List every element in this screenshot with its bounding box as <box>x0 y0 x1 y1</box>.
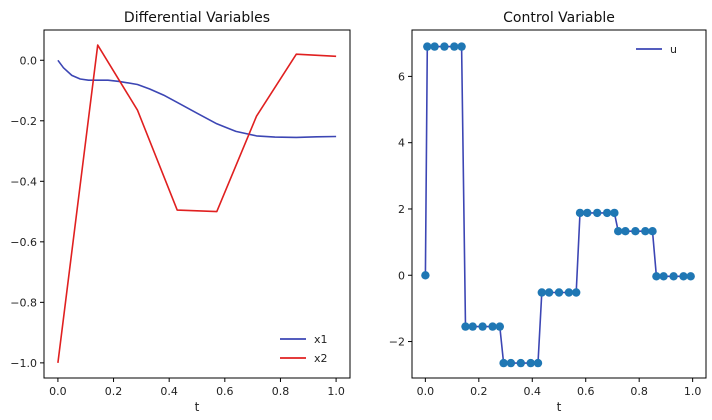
plot-frame <box>43 29 351 379</box>
x-axis-label: t <box>557 400 562 414</box>
data-point <box>631 227 640 236</box>
legend-box <box>628 36 700 63</box>
y-tick-label: 4 <box>398 137 405 150</box>
y-tick-label: −1.0 <box>10 357 37 370</box>
data-point <box>478 322 487 331</box>
legend-box <box>272 326 344 372</box>
data-point <box>583 208 592 218</box>
data-point <box>495 322 504 331</box>
data-point <box>468 322 477 331</box>
x-axis-label: t <box>195 400 200 414</box>
data-point <box>488 322 497 331</box>
x-tick-label: 1.0 <box>327 385 345 398</box>
y-tick-label: 0 <box>398 269 405 282</box>
data-point <box>544 288 554 297</box>
data-point <box>564 288 574 297</box>
data-point <box>602 208 612 218</box>
data-point <box>686 272 695 281</box>
y-tick-label: 2 <box>398 203 405 216</box>
chart-title: Differential Variables <box>124 10 270 26</box>
data-point <box>516 358 525 368</box>
series-line-x1 <box>57 59 337 139</box>
data-point <box>537 288 546 297</box>
x-tick-label: 0.0 <box>417 385 435 398</box>
y-tick-label: −0.8 <box>10 296 37 309</box>
data-point <box>506 358 516 368</box>
data-point <box>457 42 466 51</box>
data-point <box>499 358 508 368</box>
data-point <box>610 208 619 218</box>
series-line-u <box>424 45 691 364</box>
chart-title: Control Variable <box>503 10 615 26</box>
x-tick-label: 0.8 <box>272 385 290 398</box>
data-point <box>575 208 585 218</box>
data-point <box>430 42 439 51</box>
data-point <box>679 272 688 281</box>
x-tick-label: 0.8 <box>630 385 648 398</box>
x-tick-label: 0.2 <box>105 385 123 398</box>
y-tick-label: −0.6 <box>10 236 37 249</box>
data-point <box>533 358 543 368</box>
y-tick-label: −0.4 <box>10 175 37 188</box>
data-point <box>659 272 668 281</box>
y-tick-label: 6 <box>398 70 405 83</box>
data-point <box>461 322 470 331</box>
x-tick-label: 0.6 <box>216 385 234 398</box>
data-point <box>423 42 432 51</box>
control-variable-panel: 0.0 0.2 0.4 0.6 0.8 1.0 6 4 2 0 −2 Control Variable… <box>389 10 707 414</box>
data-point <box>421 271 430 280</box>
y-tick-label: −0.2 <box>10 115 37 128</box>
data-point <box>572 288 581 297</box>
x-tick-label: 0.4 <box>160 385 178 398</box>
data-point <box>554 288 564 297</box>
data-point <box>440 42 449 51</box>
y-tick-label: −2 <box>389 336 405 349</box>
data-point <box>641 227 650 236</box>
x-tick-label: 0.6 <box>577 385 595 398</box>
differential-variables-panel: 0.0 0.2 0.4 0.6 0.8 1.0 0.0 −0.2 −0.4 −0.6 −0.8 −1.… <box>10 10 351 414</box>
legend-label-x2: x2 <box>314 352 328 365</box>
data-point <box>526 358 535 368</box>
x-tick-label: 1.0 <box>684 385 702 398</box>
legend-label-x1: x1 <box>314 333 328 346</box>
data-point <box>450 42 459 51</box>
data-point <box>648 227 657 236</box>
data-point <box>669 272 678 281</box>
y-tick-label: 0.0 <box>20 54 38 67</box>
series-line-x2 <box>57 44 337 363</box>
data-point <box>621 227 630 236</box>
data-point <box>652 272 661 281</box>
x-tick-label: 0.0 <box>49 385 67 398</box>
data-point <box>614 227 623 236</box>
data-point <box>593 208 602 218</box>
x-tick-label: 0.2 <box>470 385 488 398</box>
plot-frame <box>411 29 707 379</box>
legend-label-u: u <box>670 43 677 56</box>
x-tick-label: 0.4 <box>524 385 542 398</box>
